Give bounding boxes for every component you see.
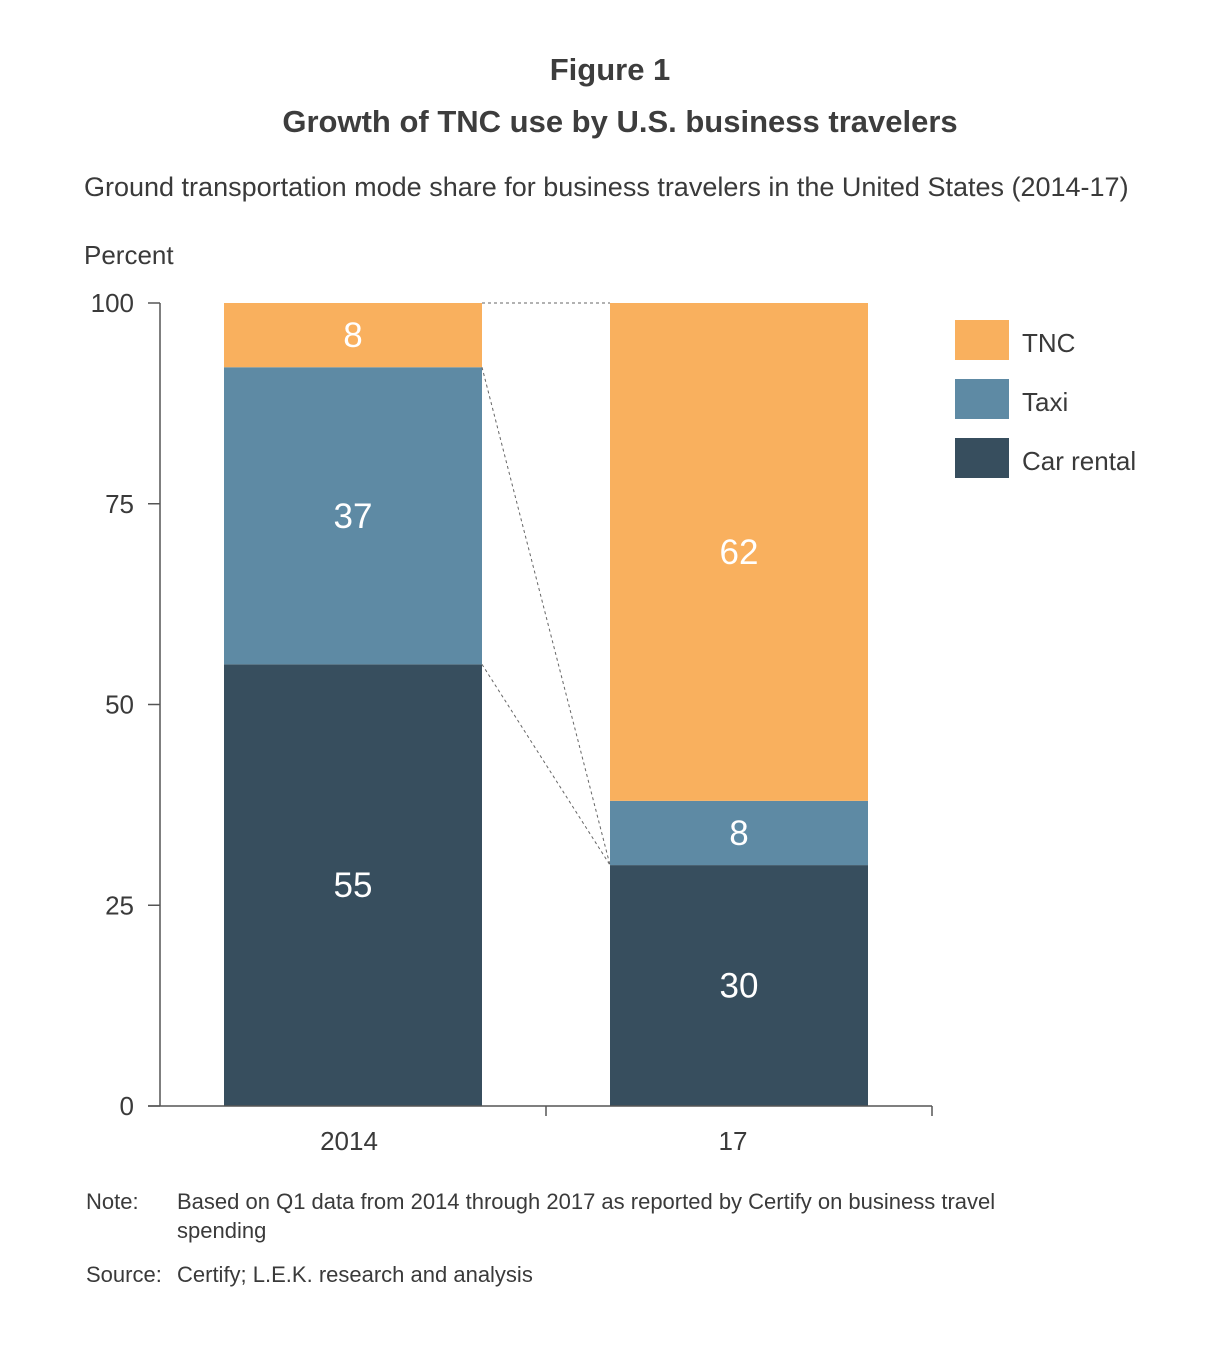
x-tick-label-17: 17 bbox=[719, 1126, 748, 1156]
y-tick-label-0: 0 bbox=[120, 1091, 134, 1121]
bar-tnc-17 bbox=[610, 303, 868, 801]
data-label-tnc-17: 62 bbox=[720, 533, 759, 572]
y-tick-label-75: 75 bbox=[105, 489, 134, 519]
bar-car-rental-2014 bbox=[224, 664, 482, 1106]
note-row: Note: Based on Q1 data from 2014 through… bbox=[86, 1187, 1017, 1245]
data-label-tnc-2014: 8 bbox=[343, 316, 362, 355]
legend-label-taxi: Taxi bbox=[1022, 387, 1069, 417]
source-text: Certify; L.E.K. research and analysis bbox=[177, 1262, 533, 1287]
connector-line-taxi bbox=[481, 367, 611, 866]
legend-swatch-car-rental bbox=[955, 438, 1009, 478]
y-axis-unit-label: Percent bbox=[84, 240, 174, 270]
source-label: Source: bbox=[86, 1262, 162, 1287]
bar-taxi-2014 bbox=[224, 367, 482, 665]
legend-swatch-taxi bbox=[955, 379, 1009, 419]
y-tick-label-100: 100 bbox=[91, 288, 134, 318]
note-text: Based on Q1 data from 2014 through 2017 … bbox=[177, 1189, 996, 1243]
data-label-taxi-2014: 37 bbox=[334, 497, 373, 536]
note-label: Note: bbox=[86, 1189, 139, 1214]
legend-label-car-rental: Car rental bbox=[1022, 446, 1137, 476]
data-label-taxi-17: 8 bbox=[729, 814, 748, 853]
bar-taxi-17 bbox=[610, 800, 868, 866]
data-label-car-rental-2014: 55 bbox=[334, 866, 373, 905]
chart-subtitle: Ground transportation mode share for bus… bbox=[84, 172, 1129, 202]
stacked-bar-chart: 55 37 8 30 8 62 0 25 50 75 100 2014 17 bbox=[91, 288, 933, 1156]
figure-label: Figure 1 bbox=[549, 52, 671, 87]
bar-car-rental-17 bbox=[610, 865, 868, 1106]
x-tick-label-2014: 2014 bbox=[320, 1126, 378, 1156]
y-tick-label-25: 25 bbox=[105, 890, 134, 920]
source-row: Source: Certify; L.E.K. research and ana… bbox=[86, 1260, 1017, 1289]
legend-label-tnc: TNC bbox=[1022, 328, 1076, 358]
chart-notes: Note: Based on Q1 data from 2014 through… bbox=[86, 1187, 1017, 1289]
figure-title: Growth of TNC use by U.S. business trave… bbox=[282, 104, 958, 139]
legend-swatch-tnc bbox=[955, 320, 1009, 360]
bar-tnc-2014 bbox=[224, 303, 482, 368]
y-tick-label-50: 50 bbox=[105, 690, 134, 720]
data-label-car-rental-17: 30 bbox=[720, 967, 759, 1006]
connector-line-car-rental bbox=[481, 664, 611, 866]
